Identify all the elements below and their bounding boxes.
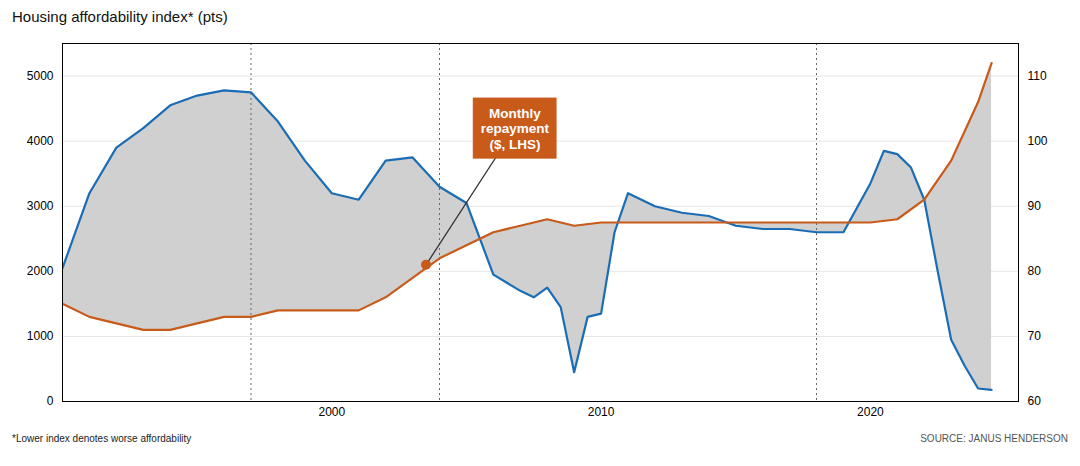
svg-text:5000: 5000 xyxy=(27,69,54,83)
svg-text:2020: 2020 xyxy=(857,405,884,419)
svg-text:3000: 3000 xyxy=(27,199,54,213)
svg-text:Monthlyrepayment($, LHS): Monthlyrepayment($, LHS) xyxy=(481,106,550,152)
svg-text:2000: 2000 xyxy=(318,405,345,419)
svg-text:90: 90 xyxy=(1028,199,1042,213)
svg-text:1000: 1000 xyxy=(27,329,54,343)
svg-text:2000: 2000 xyxy=(27,264,54,278)
html-text:*Lower index denotes worse aff: *Lower index denotes worse affordability xyxy=(12,433,192,444)
svg-text:60: 60 xyxy=(1028,394,1042,408)
html-text:SOURCE: JANUS HENDERSON: SOURCE: JANUS HENDERSON xyxy=(920,433,1068,444)
svg-text:70: 70 xyxy=(1028,329,1042,343)
svg-text:110: 110 xyxy=(1028,69,1047,83)
svg-text:4000: 4000 xyxy=(27,134,54,148)
svg-text:2010: 2010 xyxy=(588,405,615,419)
svg-text:0: 0 xyxy=(47,394,54,408)
svg-text:80: 80 xyxy=(1028,264,1042,278)
svg-text:100: 100 xyxy=(1028,134,1048,148)
html-text:Housing affordability index* (: Housing affordability index* (pts) xyxy=(12,8,228,25)
